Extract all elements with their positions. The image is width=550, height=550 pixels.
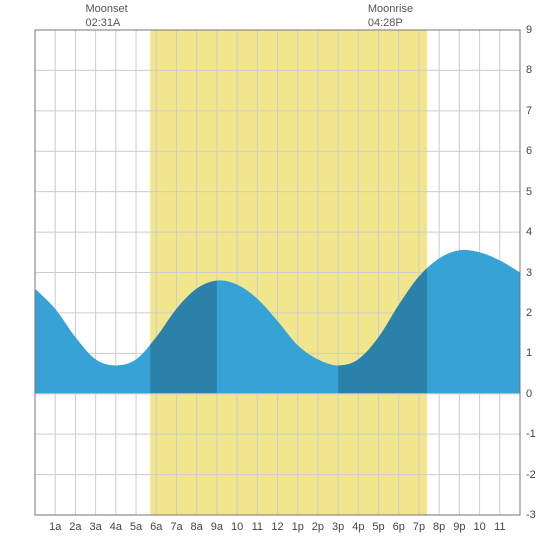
- x-tick-label: 11: [494, 521, 505, 533]
- x-tick-label: 9p: [453, 521, 465, 533]
- x-tick-label: 5p: [372, 521, 384, 533]
- tide-chart: Moonset 02:31A Moonrise 04:28P 1a 2a 3a 4a 5…: [0, 0, 550, 550]
- moonrise-label: Moonrise: [368, 2, 413, 16]
- x-tick-label: 7p: [413, 521, 425, 533]
- x-tick-label: 6a: [150, 521, 162, 533]
- x-tick-label: 7a: [170, 521, 182, 533]
- x-tick-label: 8a: [191, 521, 203, 533]
- x-tick-label: 10: [473, 521, 485, 533]
- x-tick-label: 8p: [433, 521, 445, 533]
- y-tick-label: -2: [526, 469, 536, 481]
- x-tick-label: 11: [252, 521, 263, 533]
- x-tick-label: 12: [271, 521, 283, 533]
- x-tick-label: 1a: [49, 521, 61, 533]
- annotation-moonrise: Moonrise 04:28P: [368, 2, 413, 31]
- x-tick-label: 3p: [332, 521, 344, 533]
- moonset-label: Moonset: [86, 2, 128, 16]
- moonset-time: 02:31A: [86, 16, 128, 30]
- x-tick-label: 2a: [69, 521, 81, 533]
- x-tick-label: 1p: [292, 521, 304, 533]
- x-tick-label: 4a: [110, 521, 122, 533]
- chart-svg: [0, 0, 550, 550]
- x-tick-label: 2p: [312, 521, 324, 533]
- y-tick-label: 5: [526, 186, 532, 198]
- y-tick-label: -3: [526, 509, 536, 521]
- x-tick-label: 6p: [393, 521, 405, 533]
- y-tick-label: 3: [526, 267, 532, 279]
- y-tick-label: 2: [526, 307, 532, 319]
- x-tick-label: 10: [231, 521, 243, 533]
- y-tick-label: 7: [526, 105, 532, 117]
- y-tick-label: 8: [526, 64, 532, 76]
- x-tick-label: 9a: [211, 521, 223, 533]
- y-tick-label: -1: [526, 428, 536, 440]
- x-tick-label: 4p: [352, 521, 364, 533]
- x-tick-label: 3a: [90, 521, 102, 533]
- y-tick-label: 1: [526, 347, 532, 359]
- y-tick-label: 0: [526, 388, 532, 400]
- x-tick-label: 5a: [130, 521, 142, 533]
- y-tick-label: 9: [526, 24, 532, 36]
- y-tick-label: 4: [526, 226, 532, 238]
- moonrise-time: 04:28P: [368, 16, 413, 30]
- annotation-moonset: Moonset 02:31A: [86, 2, 128, 31]
- y-tick-label: 6: [526, 145, 532, 157]
